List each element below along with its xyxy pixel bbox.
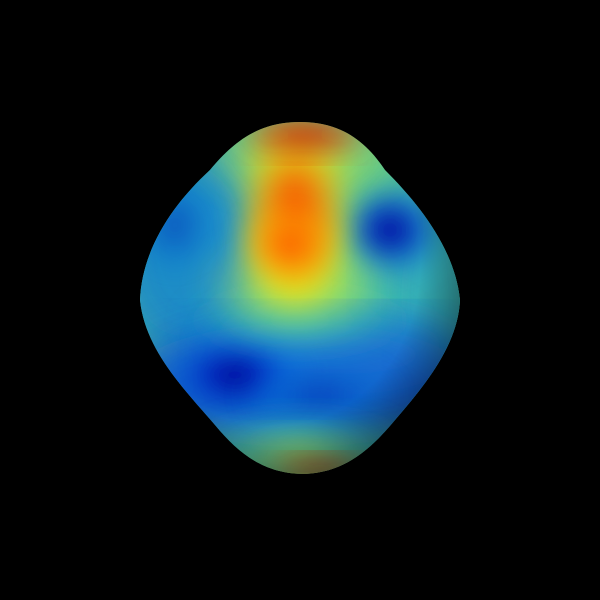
blob-render xyxy=(140,122,460,474)
render-viewport xyxy=(140,122,460,474)
